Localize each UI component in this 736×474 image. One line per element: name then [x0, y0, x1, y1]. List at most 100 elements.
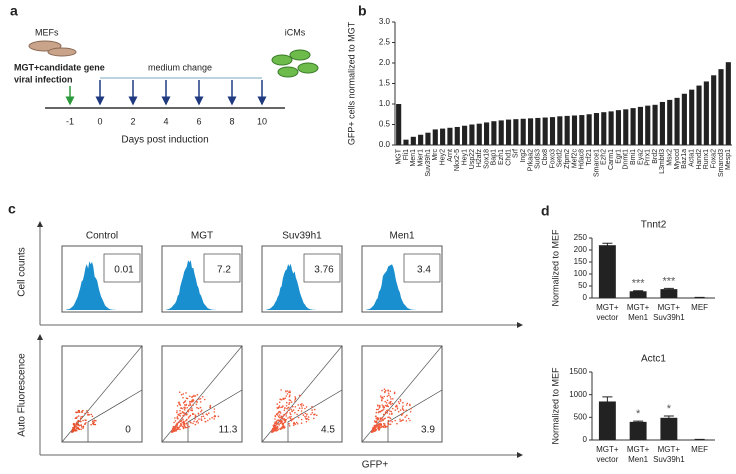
scatter-dot: [383, 388, 386, 391]
bar: [484, 122, 490, 145]
scatter-dot: [399, 400, 402, 402]
y-tick-label: 0.0: [379, 140, 391, 149]
scatter-dot: [300, 405, 303, 407]
scatter-dot: [371, 429, 374, 431]
scatter-dot: [382, 408, 385, 410]
scatter-dot: [299, 403, 302, 406]
scatter-dot: [396, 406, 399, 408]
scatter-cloud: [71, 409, 97, 433]
x-tick-label: Runx1: [703, 149, 710, 169]
scatter-dot: [271, 431, 273, 433]
x-tick-label: MGT+: [627, 445, 650, 454]
scatter-dot: [73, 425, 75, 427]
bar: [696, 85, 702, 145]
scatter-dot: [283, 409, 286, 412]
scatter-dot: [206, 414, 209, 416]
scatter-dot: [282, 415, 285, 417]
y-tick-label: 1.0: [379, 99, 391, 108]
infection-text: MGT+candidate gene: [14, 62, 105, 72]
scatter-dot: [314, 408, 316, 411]
scatter-dot: [285, 413, 287, 415]
scatter-dot: [313, 417, 315, 420]
scatter-dot: [286, 411, 288, 414]
scatter-dot: [192, 412, 194, 415]
scatter-dot: [76, 426, 78, 428]
scatter-dot: [390, 410, 393, 413]
scatter-dot: [178, 426, 180, 429]
bar: [681, 93, 687, 145]
scatter-dot: [316, 414, 318, 417]
scatter-dot: [189, 414, 192, 417]
scatter-dot: [80, 428, 82, 431]
scatter-dot: [181, 417, 183, 419]
scatter-dot: [377, 408, 379, 411]
scatter-dot: [301, 407, 303, 409]
condition-title: Control: [86, 231, 118, 242]
scatter-dot: [402, 409, 405, 412]
x-tick-label: Suv39h1: [653, 455, 685, 464]
scatter-dot: [405, 420, 408, 422]
scatter-box: [361, 345, 443, 443]
scatter-dot: [396, 407, 399, 410]
scatter-dot: [276, 429, 279, 432]
scatter-dot: [304, 415, 306, 418]
scatter-dot: [194, 423, 197, 426]
scatter-dot: [195, 415, 197, 418]
scatter-dot: [305, 417, 307, 420]
scatter-dot: [284, 421, 287, 423]
scatter-dot: [192, 400, 194, 403]
bar: [586, 114, 592, 145]
scatter-dot: [396, 422, 398, 425]
x-tick-label: Chd1: [505, 149, 512, 166]
significance: ***: [662, 275, 676, 287]
scatter-cloud: [171, 391, 220, 433]
scatter-dot: [196, 401, 198, 403]
y-tick-label: 250: [574, 233, 588, 242]
scatter-dot: [193, 395, 195, 398]
scatter-dot: [186, 413, 188, 415]
scatter-dot: [378, 407, 381, 409]
scatter-dot: [281, 427, 283, 430]
x-tick-label: Foxo3: [549, 149, 556, 169]
scatter-dot: [274, 421, 276, 423]
x-tick-label: Arnt: [447, 149, 454, 162]
scatter-dot: [401, 407, 404, 409]
scatter-dot: [379, 417, 382, 419]
scatter-dot: [311, 405, 313, 408]
scatter-dot: [209, 418, 211, 420]
condition-title: Men1: [389, 231, 414, 242]
scatter-dot: [213, 418, 215, 420]
scatter-dot: [409, 411, 412, 413]
gate: [403, 253, 441, 283]
x-tick-label: Suds3: [535, 149, 542, 169]
bar: [403, 139, 409, 145]
scatter-dot: [288, 416, 291, 418]
scatter-dot: [201, 396, 204, 398]
bar: [608, 111, 614, 145]
scatter-dot: [289, 390, 291, 393]
scatter-dot: [288, 423, 290, 425]
scatter-dot: [384, 411, 387, 413]
scatter-dot: [311, 409, 313, 411]
scatter-dot: [80, 416, 82, 418]
scatter-dot: [395, 404, 398, 407]
scatter-dot: [294, 406, 297, 408]
x-tick-label: Men1: [628, 455, 649, 464]
scatter-dot: [196, 406, 198, 409]
scatter-dot: [389, 402, 392, 404]
scatter-dot: [201, 413, 204, 415]
x-tick-label: Dnmt1: [623, 149, 630, 170]
scatter-dot: [87, 411, 89, 414]
scatter-dot: [72, 428, 74, 431]
scatter-dot: [73, 426, 76, 428]
scatter-dot: [380, 423, 383, 426]
scatter-dot: [371, 431, 373, 433]
scatter-dot: [183, 427, 185, 429]
scatter-dot: [379, 420, 381, 423]
scatter-dot: [77, 424, 79, 426]
scatter-dot: [377, 425, 379, 428]
scatter-dot: [387, 419, 390, 422]
scatter-dot: [386, 399, 389, 402]
x-tick-label: Mrc: [432, 149, 439, 161]
scatter-dot: [279, 406, 281, 409]
